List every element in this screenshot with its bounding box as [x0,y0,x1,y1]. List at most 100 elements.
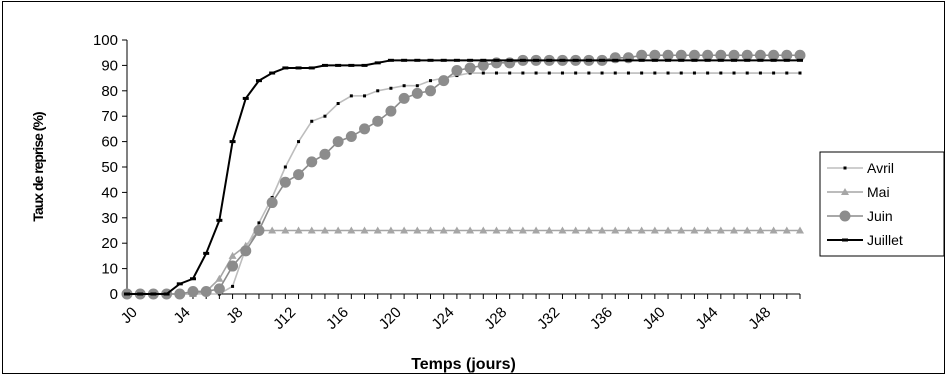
data-point [257,221,261,225]
data-point [757,58,764,62]
data-point [650,226,659,234]
data-point [281,226,290,234]
data-point [732,71,736,75]
data-point [585,58,592,62]
data-point [229,140,236,144]
data-point [176,282,183,286]
data-point [227,260,239,272]
data-point [637,226,646,234]
data-point [703,226,712,234]
data-point [213,283,225,295]
y-tick-label: 30 [101,210,118,227]
data-point [203,251,210,255]
data-point [451,64,463,76]
data-point [295,66,302,70]
data-point [797,58,803,62]
data-point [756,226,765,234]
y-tick-label: 60 [101,134,118,151]
data-point [533,58,540,62]
y-tick-label: 70 [101,108,118,125]
data-point [690,226,699,234]
x-tick-label: J4 [170,304,193,327]
data-point [323,114,327,118]
data-point [293,169,305,181]
data-point [794,49,806,61]
series-juin [121,49,806,300]
data-point [666,71,670,75]
data-point [187,285,199,297]
data-point [741,49,753,61]
data-point [492,226,501,234]
data-point [425,85,437,97]
data-point [783,58,790,62]
legend-label: Avril [867,160,894,176]
data-point [493,58,500,62]
data-point [398,92,410,104]
data-point [613,71,617,75]
data-point [599,58,606,62]
data-point [334,226,343,234]
data-point [466,226,475,234]
data-point [519,58,526,62]
data-point [347,226,356,234]
data-point [691,58,698,62]
data-point [386,226,395,234]
data-point [716,226,725,234]
data-point [269,71,276,75]
x-tick-label: J20 [376,304,405,333]
data-point [282,66,289,70]
data-point [772,71,776,75]
data-point [467,58,474,62]
data-point [719,71,723,75]
data-point [361,63,368,67]
data-point [242,96,249,100]
series-layer [121,49,806,300]
data-point [400,226,409,234]
data-point [253,225,265,236]
x-tick-label: J28 [481,304,510,333]
data-point [745,71,749,75]
series-line [127,229,800,295]
data-point [770,58,777,62]
data-point [688,49,700,61]
data-point [584,226,593,234]
data-point [518,226,527,234]
data-point [385,105,397,117]
data-point [255,79,262,83]
y-tick-label: 100 [93,32,118,49]
data-point [600,71,604,75]
data-point [758,71,762,75]
data-point [547,71,551,75]
series-juillet [124,58,803,296]
data-point [534,71,538,75]
series-mai [123,226,804,297]
data-point [675,49,687,61]
x-tick-label: J8 [223,304,246,327]
data-point [625,58,632,62]
data-point [215,274,224,282]
data-point [785,71,789,75]
legend-marker [839,210,851,222]
data-point [730,226,739,234]
line-chart: 0 10 20 30 40 50 60 70 80 90 100 J0 J4 J8 J12 J16 J20 J24… [30,32,945,373]
y-axis-title: Taux de reprise (%) [30,112,46,221]
data-point [665,58,672,62]
data-point [769,226,778,234]
data-point [348,63,355,67]
data-point [477,59,489,71]
data-point [124,292,130,296]
data-point [464,62,476,74]
data-point [728,49,740,61]
data-point [321,63,328,67]
data-point [796,226,804,234]
data-point [706,71,710,75]
data-point [266,197,278,209]
data-point [387,58,394,62]
data-point [521,71,525,75]
data-point [611,226,620,234]
data-point [754,49,766,61]
x-tick-label: J24 [428,304,457,333]
data-point [426,226,435,234]
data-point [306,156,318,168]
